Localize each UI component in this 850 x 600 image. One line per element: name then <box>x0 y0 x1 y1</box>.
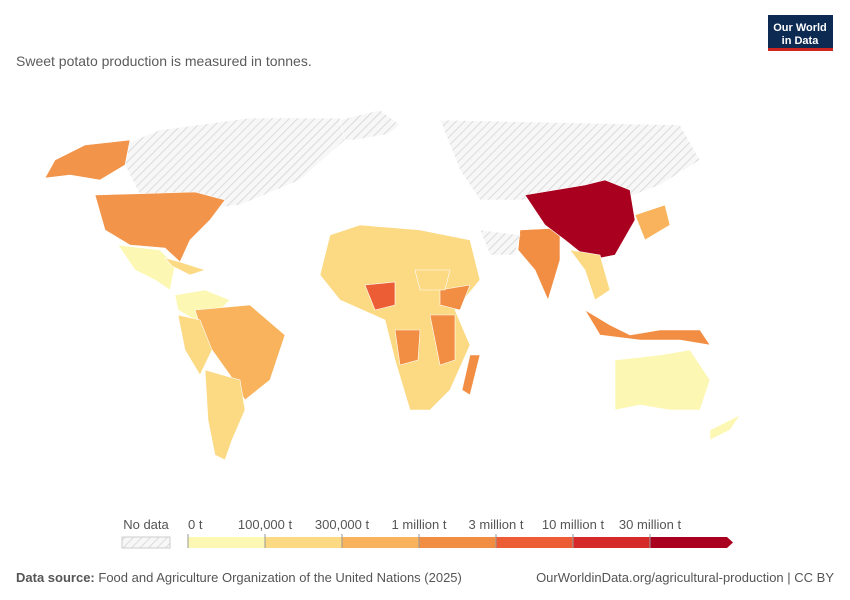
legend-swatch <box>188 537 265 548</box>
subtitle: Sweet potato production is measured in t… <box>16 53 312 69</box>
legend-swatch <box>496 537 573 548</box>
logo-line: Our World <box>773 22 827 34</box>
legend-tick-label: 300,000 t <box>315 517 370 532</box>
logo: Our World in Data <box>768 15 833 51</box>
source-url: OurWorldinData.org/agricultural-producti… <box>536 570 834 585</box>
legend-swatch <box>265 537 342 548</box>
legend-swatch <box>342 537 419 548</box>
legend-tick-label: 3 million t <box>469 517 524 532</box>
source: Data source: Food and Agriculture Organi… <box>16 570 462 585</box>
legend-swatch <box>573 537 650 548</box>
legend-tick-label: 0 t <box>188 517 203 532</box>
source-label: Data source: <box>16 570 95 585</box>
legend-tick-label: 100,000 t <box>238 517 293 532</box>
legend-no-data-label: No data <box>123 517 169 532</box>
legend-swatch <box>650 537 733 548</box>
legend-tick-label: 30 million t <box>619 517 682 532</box>
world-map <box>44 109 741 461</box>
legend-tick-label: 1 million t <box>392 517 447 532</box>
legend-swatch <box>419 537 496 548</box>
logo-line: in Data <box>782 35 820 47</box>
legend-tick-label: 10 million t <box>542 517 605 532</box>
legend-no-data-swatch <box>121 536 171 549</box>
legend: No data 0 t 100,000 t 300,000 t 1 million t… <box>121 517 733 549</box>
source-text: Food and Agriculture Organization of the… <box>98 570 462 585</box>
